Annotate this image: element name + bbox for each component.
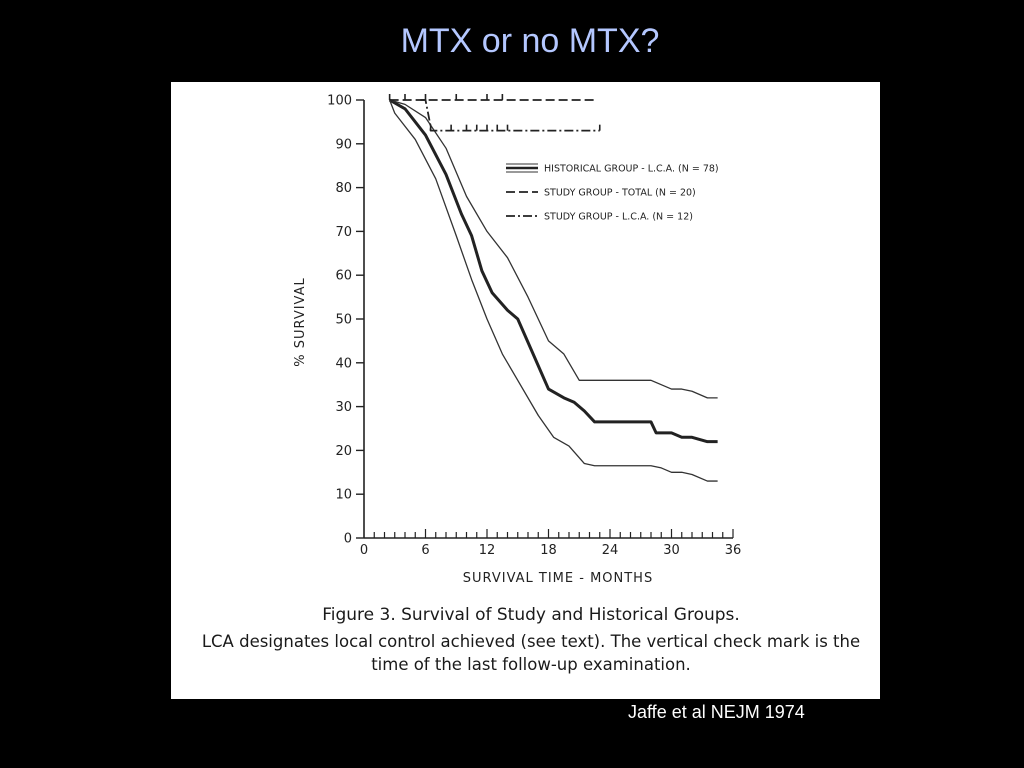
- x-tick-label: 18: [540, 543, 557, 558]
- series-line-4: [420, 99, 600, 132]
- citation: Jaffe et al NEJM 1974: [628, 702, 805, 722]
- series-line-0: [388, 98, 718, 444]
- x-tick-label: 12: [479, 543, 496, 558]
- legend-label: STUDY GROUP - TOTAL (N = 20): [544, 188, 696, 199]
- chart-legend: HISTORICAL GROUP - L.C.A. (N = 78) STUDY …: [506, 163, 719, 223]
- x-tick-label: 0: [360, 543, 368, 558]
- x-tick-label: 6: [421, 543, 429, 558]
- x-tick-label: 24: [602, 543, 619, 558]
- y-tick-label: 60: [335, 269, 352, 284]
- y-tick-label: 50: [335, 313, 352, 328]
- y-tick-label: 70: [335, 225, 352, 240]
- x-tick-label: 36: [725, 543, 742, 558]
- y-tick-label: 20: [335, 444, 352, 459]
- y-axis-title: % SURVIVAL: [293, 277, 308, 367]
- y-tick-label: 80: [335, 181, 352, 196]
- y-tick-label: 90: [335, 137, 352, 152]
- figure-caption-title: Figure 3. Survival of Study and Historic…: [322, 605, 740, 625]
- chart-series: [388, 94, 718, 482]
- legend-label: STUDY GROUP - L.C.A. (N = 12): [544, 212, 693, 223]
- y-tick-label: 0: [344, 532, 352, 547]
- y-tick-label: 30: [335, 400, 352, 415]
- survival-chart: 0 10 20 30 40 50 60 70 80 90 100 0 6 12 18 24 30 36 HISTO…: [293, 94, 741, 587]
- x-tick-label: 30: [663, 543, 680, 558]
- chart-axes: 0 10 20 30 40 50 60 70 80 90 100 0 6 12 18 24 30 36: [327, 94, 741, 559]
- y-tick-label: 40: [335, 356, 352, 371]
- figure-caption-body: LCA designates local control achieved (s…: [201, 632, 861, 674]
- y-tick-label: 10: [335, 488, 352, 503]
- series-line-2: [389, 99, 718, 482]
- x-axis-title: SURVIVAL TIME - MONTHS: [463, 571, 653, 586]
- legend-label: HISTORICAL GROUP - L.C.A. (N = 78): [544, 164, 719, 175]
- y-tick-label: 100: [327, 94, 352, 109]
- slide-title: MTX or no MTX?: [400, 22, 660, 60]
- figure-panel: 0 10 20 30 40 50 60 70 80 90 100 0 6 12 18 24 30 36 HISTO…: [171, 82, 880, 699]
- series-line-1: [389, 99, 718, 399]
